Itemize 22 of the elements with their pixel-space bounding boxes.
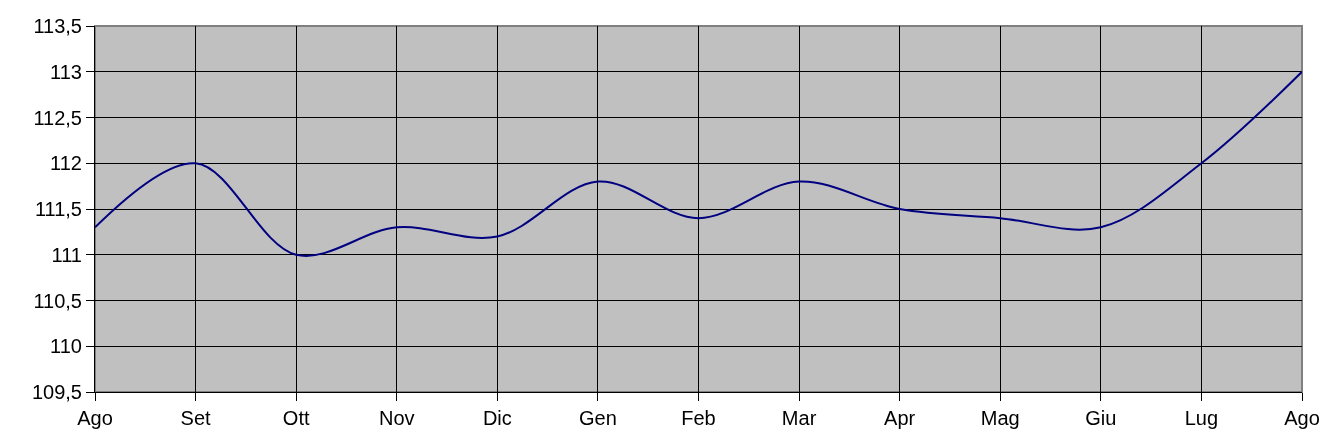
x-tick-label: Feb [681, 407, 716, 429]
x-tick-label: Apr [884, 407, 916, 429]
y-tick-label: 111,5 [34, 198, 82, 220]
y-tick-label: 109,5 [31, 381, 82, 403]
y-tick-label: 112 [50, 152, 82, 175]
y-tick-label: 113,5 [33, 15, 82, 37]
y-tick-label: 111 [51, 243, 82, 266]
x-tick-label: Mar [781, 407, 817, 429]
x-tick-label: Lug [1184, 407, 1219, 429]
x-tick-label: Set [180, 407, 212, 429]
x-tick-label: Ago [1284, 407, 1320, 429]
y-tick-label: 112,5 [33, 106, 82, 129]
x-tick-label: Gen [579, 407, 617, 429]
x-tick-label: Ago [77, 407, 113, 429]
x-tick-label: Mag [980, 407, 1020, 429]
x-tick-label: Dic [482, 407, 512, 429]
y-tick-label: 113 [50, 60, 82, 83]
y-tick-label: 110 [50, 335, 82, 358]
x-tick-label: Nov [378, 407, 415, 429]
x-tick-label: Giu [1085, 407, 1117, 429]
x-tick-label: Ott [282, 407, 310, 429]
y-tick-label: 110,5 [33, 289, 82, 312]
